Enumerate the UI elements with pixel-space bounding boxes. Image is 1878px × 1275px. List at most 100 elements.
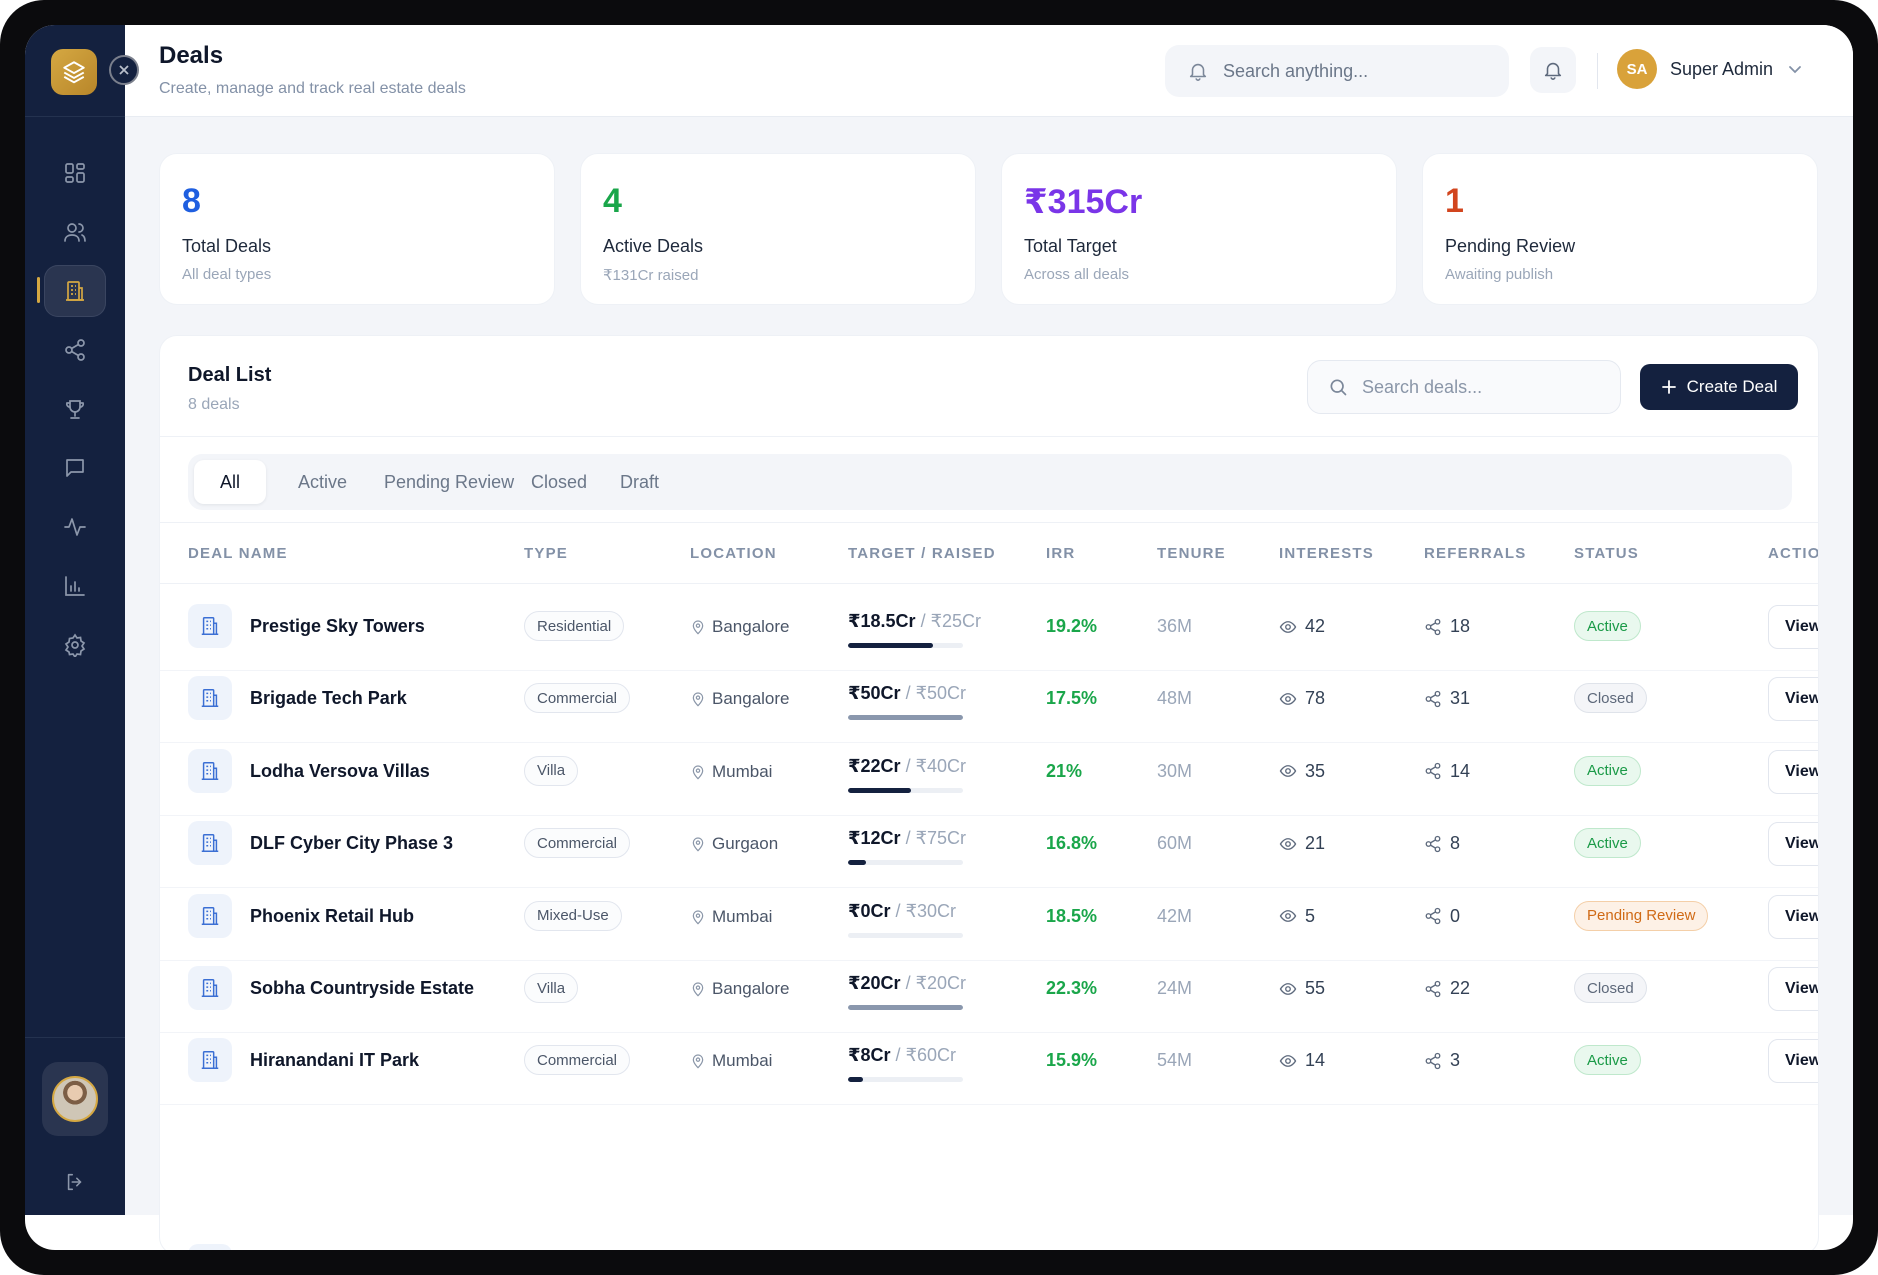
chat-icon	[66, 458, 84, 477]
table-row[interactable]: Hiranandani IT Park Commercial Mumbai ₹8Cr …	[160, 1018, 1818, 1106]
interests-value: 21	[1305, 833, 1326, 854]
sidebar-item-activity[interactable]	[25, 497, 125, 556]
deal-search-input[interactable]: Search deals...	[1307, 360, 1621, 414]
stat-card-active-deals: 4 Active Deals ₹131Cr raised	[580, 153, 976, 305]
sidebar-item-dashboard[interactable]	[25, 143, 125, 202]
column-header[interactable]: IRR	[1046, 545, 1076, 562]
separator: /	[900, 683, 916, 704]
notifications-button[interactable]	[1530, 47, 1576, 93]
referrals-value: 3	[1450, 1050, 1461, 1071]
view-button[interactable]: View	[1768, 1039, 1818, 1084]
deal-name[interactable]: Prestige Sky Towers	[250, 616, 425, 636]
deal-name[interactable]: DLF Cyber City Phase 3	[250, 833, 454, 854]
deal-name[interactable]: Brigade Tech Park	[250, 688, 407, 709]
view-button[interactable]: View	[1768, 967, 1818, 1011]
table-row[interactable]: Lodha Versova Villas Villa Mumbai ₹22Cr / ₹…	[160, 729, 1818, 816]
sidebar-item-users[interactable]	[25, 202, 125, 261]
column-header[interactable]: TYPE	[524, 545, 568, 562]
create-deal-button[interactable]: Create Deal	[1640, 364, 1798, 410]
progress-bar	[848, 1077, 963, 1083]
referrals-count: 8	[1424, 833, 1460, 854]
target-raised: ₹20Cr / ₹20Cr	[848, 973, 966, 994]
tab-all[interactable]: All	[194, 460, 267, 504]
layers-icon	[63, 61, 85, 84]
plus-icon	[1661, 380, 1676, 394]
tenure-value: 30M	[1157, 760, 1193, 781]
raised-amount: ₹12Cr	[848, 828, 901, 849]
column-header[interactable]: STATUS	[1574, 545, 1639, 562]
column-header[interactable]: INTERESTS	[1279, 545, 1374, 562]
sidebar-item-deals[interactable]	[25, 261, 125, 320]
view-button[interactable]: View	[1768, 822, 1818, 867]
app-logo[interactable]	[51, 49, 97, 95]
deal-icon	[188, 676, 232, 721]
building-icon	[201, 1051, 219, 1070]
tenure-value: 42M	[1157, 905, 1193, 926]
column-header[interactable]: TENURE	[1157, 545, 1226, 562]
referrals-value: 22	[1450, 978, 1471, 998]
user-name[interactable]: Super Admin	[1670, 59, 1774, 79]
sidebar-item-referrals[interactable]	[25, 320, 125, 379]
target-raised: ₹22Cr / ₹40Cr	[848, 756, 966, 777]
view-button[interactable]: View	[1768, 677, 1818, 722]
sidebar-collapse-button[interactable]	[109, 55, 139, 85]
location-pin-icon	[692, 982, 704, 997]
progress-fill	[848, 787, 912, 793]
column-header[interactable]: DEAL NAME	[188, 545, 288, 562]
eye-icon	[1279, 692, 1297, 705]
sidebar-item-reports[interactable]	[25, 556, 125, 615]
global-search-input[interactable]: Search anything...	[1165, 45, 1509, 97]
target-raised: ₹0Cr / ₹30Cr	[848, 901, 956, 922]
eye-icon	[1279, 837, 1297, 850]
tab-draft[interactable]: Draft	[620, 471, 660, 492]
table-row[interactable]: DLF Cyber City Phase 3 Commercial Gurgaon ₹…	[160, 801, 1818, 889]
irr-value: 21%	[1046, 760, 1083, 781]
table-row[interactable]: Phoenix Retail Hub Mixed-Use Mumbai ₹0Cr / …	[160, 874, 1818, 961]
sidebar-item-settings[interactable]	[25, 615, 125, 674]
sidebar-item-rewards[interactable]	[25, 379, 125, 438]
share-icon	[1425, 1052, 1441, 1070]
interests-count: 5	[1279, 906, 1315, 927]
type-badge: Commercial	[524, 1045, 631, 1076]
separator: /	[900, 973, 916, 993]
profile-avatar-button[interactable]	[42, 1062, 108, 1136]
deal-name[interactable]: Phoenix Retail Hub	[250, 905, 415, 926]
column-header[interactable]: ACTIO	[1768, 545, 1819, 562]
gear-icon	[64, 632, 86, 657]
view-button[interactable]: View	[1768, 605, 1818, 649]
tab-pending-review[interactable]: Pending Review	[384, 471, 515, 492]
status-badge: Active	[1574, 828, 1641, 859]
deal-location: Bangalore	[690, 689, 790, 709]
sidebar-item-messages[interactable]	[25, 438, 125, 497]
deal-list-card: Deal List 8 deals Search deals... Create…	[159, 335, 1819, 1250]
referrals-value: 0	[1450, 905, 1461, 926]
view-button[interactable]: View	[1768, 894, 1818, 939]
column-header[interactable]: REFERRALS	[1424, 545, 1527, 562]
share-icon	[1425, 907, 1441, 925]
progress-fill	[848, 715, 963, 721]
deal-name[interactable]: Lodha Versova Villas	[250, 760, 430, 781]
deal-name[interactable]: Hiranandani IT Park	[250, 1050, 420, 1071]
column-header[interactable]: TARGET / RAISED	[848, 545, 996, 562]
deal-name[interactable]: Sobha Countryside Estate	[250, 978, 475, 998]
interests-value: 55	[1305, 978, 1326, 998]
raised-amount: ₹0Cr	[848, 900, 891, 921]
user-menu-toggle[interactable]	[1787, 61, 1803, 82]
stat-subtext: Across all deals	[1024, 266, 1130, 283]
location-pin-icon	[692, 692, 704, 707]
global-search-placeholder: Search anything...	[1223, 60, 1369, 81]
stat-card-pending-review: 1 Pending Review Awaiting publish	[1422, 153, 1818, 305]
tenure-value: 48M	[1157, 688, 1193, 709]
user-avatar[interactable]: SA	[1617, 49, 1657, 89]
logout-button[interactable]	[59, 1166, 91, 1198]
table-row[interactable]: Brigade Tech Park Commercial Bangalore ₹50C…	[160, 656, 1818, 744]
deal-location: Bangalore	[690, 617, 790, 637]
tab-closed[interactable]: Closed	[531, 471, 588, 492]
column-header[interactable]: LOCATION	[690, 545, 777, 562]
stat-card-total-target: ₹315Cr Total Target Across all deals	[1001, 153, 1397, 305]
tab-active[interactable]: Active	[298, 471, 348, 492]
table-row[interactable]: Prestige Sky Towers Residential Bangalore ₹…	[160, 584, 1818, 671]
view-button[interactable]: View	[1768, 749, 1818, 794]
deal-icon	[188, 1038, 232, 1083]
table-row[interactable]: Sobha Countryside Estate Villa Bangalore ₹2…	[160, 946, 1818, 1033]
